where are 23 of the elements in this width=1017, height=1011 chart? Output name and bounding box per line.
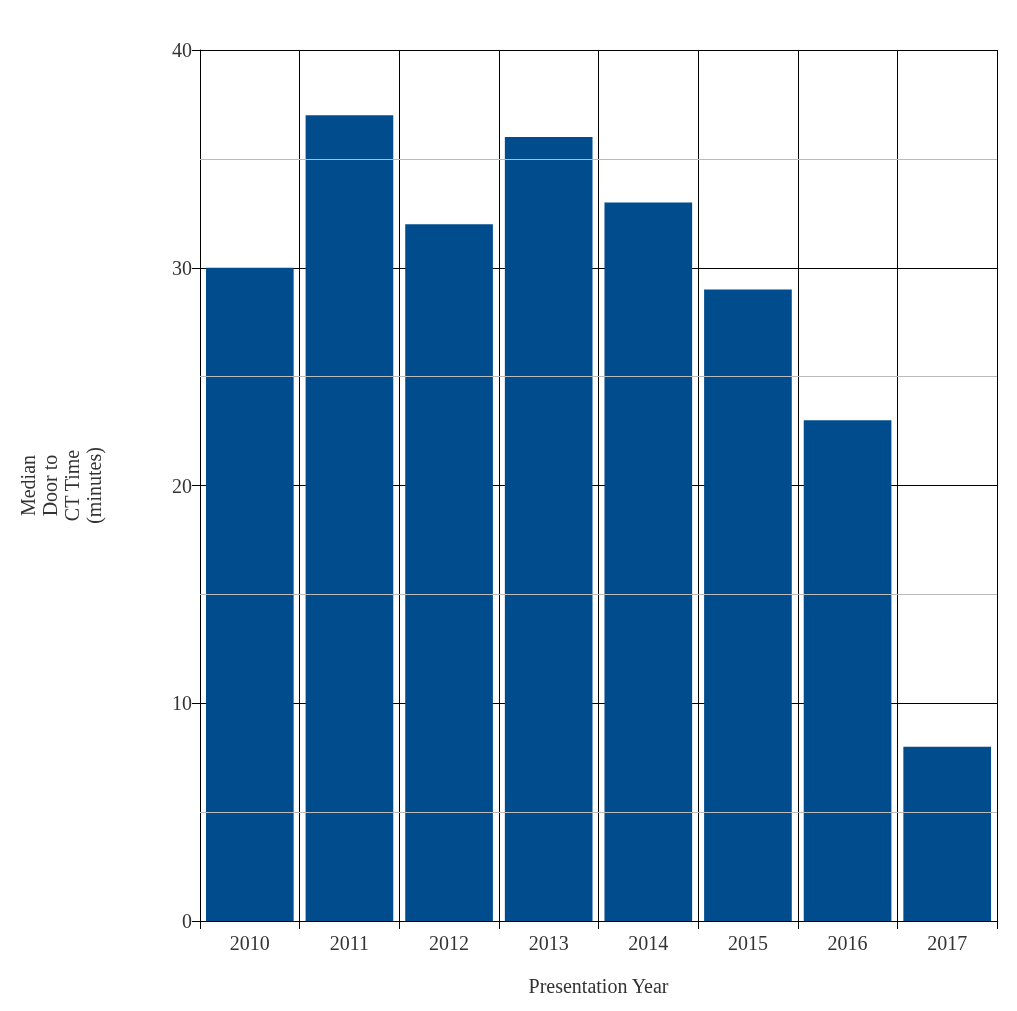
y-tick-label: 30 bbox=[172, 256, 192, 279]
y-tick-label: 20 bbox=[172, 474, 192, 497]
x-tick-label: 2010 bbox=[229, 932, 270, 954]
x-tick-label: 2011 bbox=[329, 932, 370, 954]
bar bbox=[205, 267, 294, 921]
bar bbox=[405, 224, 493, 921]
x-tick-label: 2013 bbox=[528, 932, 569, 954]
y-tick-label: 0 bbox=[182, 910, 192, 932]
x-tick-label: 2015 bbox=[727, 932, 768, 954]
bar bbox=[803, 420, 892, 921]
x-tick-label: 2012 bbox=[429, 932, 470, 954]
x-tick-label: 2017 bbox=[927, 932, 968, 954]
bar bbox=[704, 289, 792, 921]
bar bbox=[504, 137, 593, 921]
y-tick-label: 10 bbox=[172, 692, 192, 715]
y-axis-title: Median Door to CT Time (minutes) bbox=[17, 447, 106, 524]
x-tick-label: 2016 bbox=[827, 932, 868, 954]
bar bbox=[305, 115, 394, 921]
y-tick-label: 40 bbox=[172, 39, 192, 61]
bar bbox=[903, 746, 992, 921]
bar bbox=[604, 202, 693, 921]
x-axis-title: Presentation Year bbox=[528, 975, 669, 997]
x-tick-label: 2014 bbox=[628, 932, 669, 954]
